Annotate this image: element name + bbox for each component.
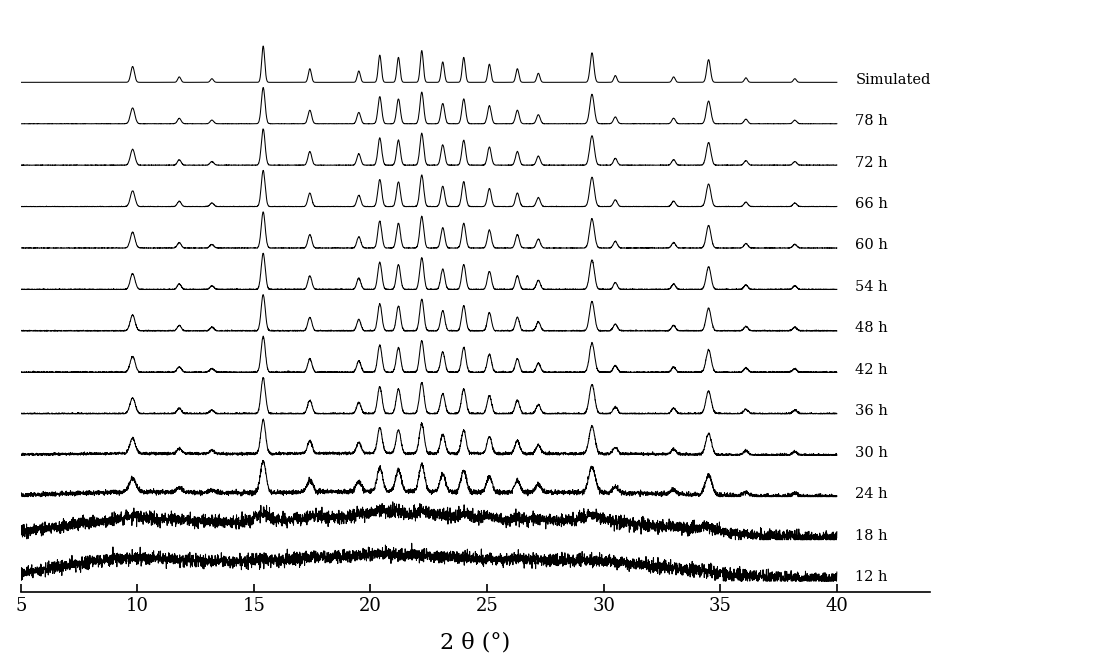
Text: 54 h: 54 h	[856, 280, 888, 294]
Text: 42 h: 42 h	[856, 363, 888, 377]
Text: 36 h: 36 h	[856, 404, 888, 418]
Text: Simulated: Simulated	[856, 73, 930, 87]
Text: 48 h: 48 h	[856, 321, 888, 335]
Text: 72 h: 72 h	[856, 156, 888, 170]
X-axis label: 2 θ (°): 2 θ (°)	[440, 632, 510, 654]
Text: 12 h: 12 h	[856, 570, 888, 584]
Text: 66 h: 66 h	[856, 197, 888, 211]
Text: 78 h: 78 h	[856, 114, 888, 128]
Text: 24 h: 24 h	[856, 487, 888, 501]
Text: 18 h: 18 h	[856, 529, 888, 543]
Text: 60 h: 60 h	[856, 238, 888, 252]
Text: 30 h: 30 h	[856, 446, 888, 460]
